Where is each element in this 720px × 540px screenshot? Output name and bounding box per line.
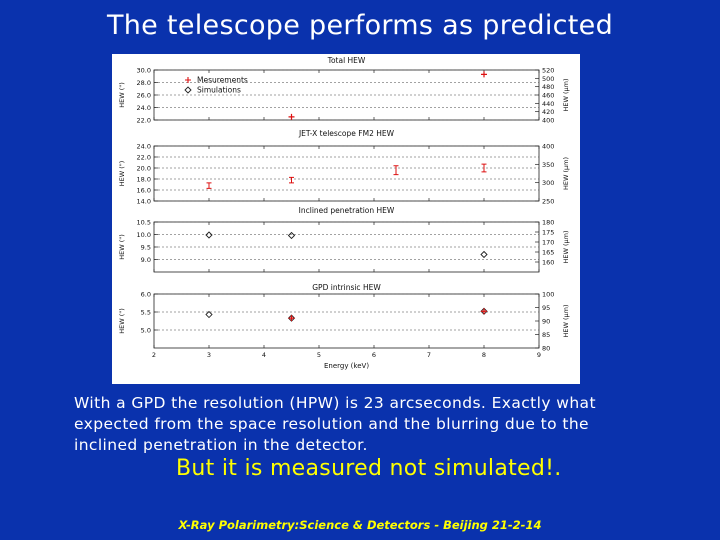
- y-tick-label: 14.0: [137, 198, 151, 206]
- x-tick-label: 4: [262, 351, 266, 359]
- right-y-tick-label: 80: [542, 345, 550, 353]
- y-tick-label: 10.0: [137, 231, 151, 239]
- caption-text: With a GPD the resolution (HPW) is 23 ar…: [74, 394, 596, 454]
- y-axis-label: HEW ("): [118, 82, 126, 108]
- right-y-tick-label: 300: [542, 179, 554, 187]
- y-tick-label: 30.0: [137, 67, 151, 75]
- right-y-axis-label: HEW (μm): [562, 78, 570, 111]
- right-y-tick-label: 95: [542, 304, 550, 312]
- y-tick-label: 26.0: [137, 92, 151, 100]
- legend-label: Simulations: [197, 86, 241, 95]
- right-y-axis-label: HEW (μm): [562, 157, 570, 190]
- y-tick-label: 24.0: [137, 143, 151, 151]
- panel-title: GPD intrinsic HEW: [312, 283, 381, 292]
- y-axis-label: HEW ("): [118, 161, 126, 187]
- x-axis-label: Energy (keV): [324, 362, 369, 370]
- right-y-tick-label: 480: [542, 83, 554, 91]
- measurement-point: [481, 71, 487, 78]
- panel-frame: [153, 145, 540, 202]
- y-tick-label: 9.0: [141, 256, 151, 264]
- y-axis-label: HEW ("): [118, 308, 126, 334]
- right-y-tick-label: 90: [542, 318, 550, 326]
- y-tick-label: 22.0: [137, 154, 151, 162]
- hew-chart: Total HEW22.024.026.028.030.040042044046…: [118, 56, 570, 370]
- x-tick-label: 2: [152, 351, 156, 359]
- legend-marker-plus: [185, 77, 191, 83]
- right-y-tick-label: 100: [542, 291, 554, 299]
- measurement-point: [481, 308, 487, 315]
- simulation-point: [205, 231, 213, 239]
- y-axis-label: HEW ("): [118, 234, 126, 260]
- measurement-errorbar: [393, 165, 399, 176]
- measurement-errorbar: [289, 176, 294, 184]
- hew-figure: Total HEW 22.0 24.0 26.0 28.0 30.0 400 420 440 46…: [112, 54, 580, 384]
- y-tick-label: 22.0: [137, 117, 151, 125]
- y-tick-label: 10.5: [137, 219, 151, 227]
- measurement-errorbar: [206, 182, 212, 189]
- y-tick-label: 28.0: [137, 79, 151, 87]
- y-tick-label: 16.0: [137, 187, 151, 195]
- slide-title: The telescope performs as predicted: [106, 10, 614, 41]
- simulation-point: [480, 250, 488, 259]
- y-tick-label: 5.0: [141, 327, 151, 335]
- y-tick-label: 24.0: [137, 104, 151, 112]
- right-y-axis-label: HEW (μm): [562, 230, 570, 263]
- panel-title: JET-X telescope FM2 HEW: [298, 129, 395, 138]
- panel-frame: [153, 293, 540, 349]
- right-y-tick-label: 420: [542, 108, 554, 116]
- x-tick-label: 6: [372, 351, 376, 359]
- right-y-tick-label: 400: [542, 143, 554, 151]
- panel-title: Total HEW: [327, 56, 366, 65]
- simulation-point: [287, 231, 296, 240]
- y-tick-label: 18.0: [137, 176, 151, 184]
- x-tick-label: 5: [317, 351, 321, 359]
- panel-title: Inclined penetration HEW: [299, 206, 395, 215]
- simulation-point: [205, 310, 213, 319]
- emphasis-text: But it is measured not simulated!.: [176, 456, 562, 481]
- y-tick-label: 5.5: [141, 309, 151, 317]
- y-tick-label: 6.0: [141, 291, 151, 299]
- right-y-tick-label: 520: [542, 67, 554, 75]
- legend-label: Mesurements: [197, 76, 248, 85]
- right-y-tick-label: 440: [542, 100, 554, 108]
- x-tick-label: 9: [537, 351, 541, 359]
- x-tick-label: 7: [427, 351, 431, 359]
- measurement-point: [288, 315, 295, 322]
- y-tick-label: 9.5: [141, 244, 151, 252]
- right-y-tick-label: 250: [542, 198, 554, 206]
- right-y-tick-label: 350: [542, 161, 554, 169]
- right-y-tick-label: 400: [542, 117, 554, 125]
- measurement-errorbar: [481, 163, 487, 173]
- x-tick-label: 3: [207, 351, 211, 359]
- right-y-tick-label: 180: [542, 219, 554, 227]
- x-tick-label: 8: [482, 351, 486, 359]
- right-y-tick-label: 460: [542, 92, 554, 100]
- right-y-tick-label: 160: [542, 259, 554, 267]
- measurement-point: [288, 113, 295, 120]
- footer-text: X-Ray Polarimetry:Science & Detectors - …: [178, 518, 542, 532]
- right-y-tick-label: 175: [542, 229, 554, 237]
- right-y-tick-label: 165: [542, 249, 554, 257]
- legend-marker-diamond: [184, 86, 192, 94]
- y-tick-label: 20.0: [137, 165, 151, 173]
- right-y-tick-label: 500: [542, 75, 554, 83]
- right-y-axis-label: HEW (μm): [562, 304, 570, 337]
- right-y-tick-label: 170: [542, 239, 554, 247]
- right-y-tick-label: 85: [542, 331, 550, 339]
